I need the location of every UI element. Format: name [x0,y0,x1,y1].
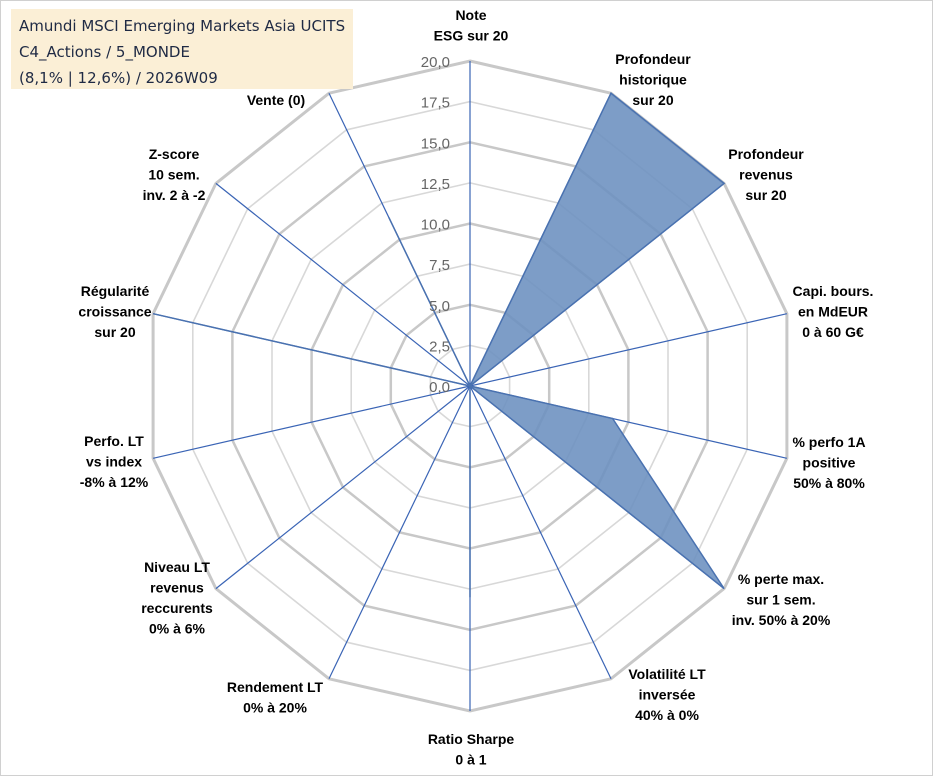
tick-label: 5,0 [429,298,450,315]
axis-spoke [469,313,788,387]
axis-label: vs index [86,454,142,470]
chart-period: (8,1% | 12,6%) / 2026W09 [19,69,218,87]
axis-label: 0 à 1 [455,752,486,768]
tick-label: 2,5 [429,338,450,355]
axis-label: 10 sem. [148,167,199,183]
axis-label: revenus [150,580,204,596]
axis-label: positive [803,455,856,471]
axis-label: 0% à 20% [243,700,307,716]
axis-label: Rendement LT [227,679,324,695]
chart-title-box: Amundi MSCI Emerging Markets Asia UCITS … [11,9,353,89]
axis-spoke [215,385,471,590]
axis-label: 50% à 80% [793,475,865,491]
axis-spoke [469,385,612,680]
tick-label: 15,0 [421,135,450,152]
axis-label: reccurents [141,600,213,616]
chart-title: Amundi MSCI Emerging Markets Asia UCITS [19,17,346,35]
axis-label: croissance [78,304,151,320]
axis-label: 0 à 60 G€ [802,324,864,340]
axis-label: Niveau LT [144,559,210,575]
chart-category: C4_Actions / 5_MONDE [19,43,190,61]
axis-label: Profondeur [728,146,804,162]
tick-label: 7,5 [429,257,450,274]
axis-label: ESG sur 20 [434,28,509,44]
axis-label: Note [455,7,486,23]
axis-label: Ratio Sharpe [428,731,515,747]
axis-label: historique [619,72,687,88]
axis-label: revenus [739,167,793,183]
axis-label: sur 20 [94,324,135,340]
axis-spoke [328,385,471,680]
axis-label: Régularité [81,283,150,299]
axis-spoke [215,182,471,387]
axis-label: Capi. bours. [793,283,874,299]
tick-label: 0,0 [429,379,450,396]
axis-label: sur 20 [632,92,673,108]
axis-label: 40% à 0% [635,707,699,723]
tick-label: 17,5 [421,95,450,112]
radar-series [152,92,726,598]
axis-label: Profondeur [615,51,691,67]
axis-label: Vente (0) [247,92,305,108]
axis-label: % perfo 1A [792,434,865,450]
axis-label: Volatilité LT [628,666,706,682]
axis-spoke [152,385,471,459]
tick-label: 10,0 [421,217,450,234]
axis-label: -8% à 12% [80,474,149,490]
axis-label: Z-score [149,146,200,162]
tick-label: 20,0 [421,54,450,71]
tick-label: 12,5 [421,176,450,193]
axis-label: inversée [639,687,696,703]
axis-label: Perfo. LT [84,433,144,449]
axis-label: sur 20 [745,187,786,203]
axis-label: % perte max. [738,571,824,587]
axis-label: inv. 50% à 20% [732,612,831,628]
axis-label: sur 1 sem. [746,592,815,608]
axis-label: en MdEUR [798,304,868,320]
radar-tick-labels: 0,0 2,5 5,0 7,5 10,0 12,5 15,0 17,5 20,0 [421,54,450,396]
axis-label: 0% à 6% [149,621,206,637]
series-area [152,92,726,598]
axis-label: inv. 2 à -2 [143,187,206,203]
